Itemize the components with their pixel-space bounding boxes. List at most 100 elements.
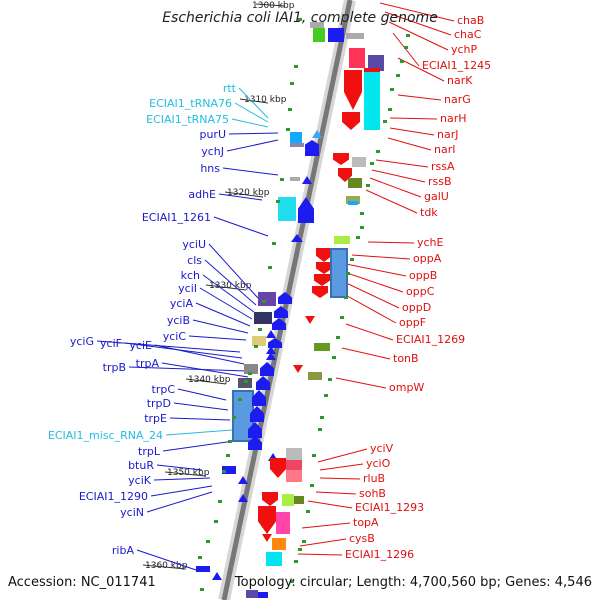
gene-label-ychp[interactable]: ychP xyxy=(451,43,478,56)
gene-label-eciai1_1290[interactable]: ECIAI1_1290 xyxy=(79,490,148,503)
forward-gene-arrow xyxy=(291,234,303,242)
gene-label-yciv[interactable]: yciV xyxy=(370,442,394,455)
gene-label-rlub[interactable]: rluB xyxy=(363,472,385,485)
leader-line xyxy=(339,291,397,324)
feature-block xyxy=(254,312,272,324)
gene-label-yciu[interactable]: yciU xyxy=(182,238,206,251)
gc-skew-mark xyxy=(276,200,280,203)
gene-label-ycib[interactable]: yciB xyxy=(167,314,190,327)
gc-skew-mark xyxy=(400,60,404,63)
tick-label: 1360 kbp xyxy=(145,561,188,571)
gene-label-riba[interactable]: ribA xyxy=(112,544,135,557)
forward-gene-arrow xyxy=(268,338,282,348)
tick-1350kbp: 1350 kbp xyxy=(164,468,210,478)
gene-label-trpe[interactable]: trpE xyxy=(144,412,167,425)
gene-label-chab[interactable]: chaB xyxy=(457,14,484,27)
gene-label-ycio[interactable]: yciO xyxy=(366,457,391,470)
gene-label-eciai1_1293[interactable]: ECIAI1_1293 xyxy=(355,501,424,514)
tick-1320kbp: 1320 kbp xyxy=(224,188,270,198)
feature-block xyxy=(346,196,360,204)
gene-label-eciai1_1296[interactable]: ECIAI1_1296 xyxy=(345,548,414,561)
gene-label-oppb[interactable]: oppB xyxy=(409,269,437,282)
gene-label-galu[interactable]: galU xyxy=(424,190,449,203)
feature-block xyxy=(246,590,258,598)
gc-skew-mark xyxy=(320,416,324,419)
gene-label-hns[interactable]: hns xyxy=(200,162,220,175)
gene-label-nari[interactable]: narI xyxy=(434,143,455,156)
leader-line xyxy=(204,259,257,306)
gene-label-ycia[interactable]: yciA xyxy=(170,297,194,310)
gene-label-ycik[interactable]: yciK xyxy=(128,474,152,487)
gene-label-ompw[interactable]: ompW xyxy=(389,381,424,394)
feature-block xyxy=(290,132,302,144)
gene-label-trpb[interactable]: trpB xyxy=(103,361,126,374)
leader-line xyxy=(397,94,442,101)
gene-label-puru[interactable]: purU xyxy=(199,128,226,141)
gene-label-oppc[interactable]: oppC xyxy=(406,285,435,298)
gene-label-ycii[interactable]: yciI xyxy=(178,282,197,295)
leader-line xyxy=(165,429,233,436)
gene-label-chac[interactable]: chaC xyxy=(454,28,482,41)
tick-1340kbp: 1340 kbp xyxy=(185,375,231,385)
leader-line xyxy=(335,377,387,389)
tick-label: 1330 kbp xyxy=(209,281,252,291)
gc-skew-mark xyxy=(286,128,290,131)
gene-label-eciai1_trna76[interactable]: ECIAI1_tRNA76 xyxy=(149,97,232,110)
tick-1330kbp: 1330 kbp xyxy=(205,281,252,291)
gene-label-oppd[interactable]: oppD xyxy=(402,301,431,314)
leader-line xyxy=(192,319,249,334)
gene-label-yche[interactable]: ychE xyxy=(417,236,444,249)
gene-label-adhe[interactable]: adhE xyxy=(188,188,216,201)
gc-skew-mark xyxy=(396,74,400,77)
gene-label-cysb[interactable]: cysB xyxy=(349,532,375,545)
leader-line xyxy=(124,342,243,359)
gene-label-nark[interactable]: narK xyxy=(447,74,473,87)
feature-block xyxy=(328,28,344,42)
feature-block xyxy=(294,496,304,504)
gene-label-trpa[interactable]: trpA xyxy=(136,357,160,370)
gene-label-eciai1_trna75[interactable]: ECIAI1_tRNA75 xyxy=(146,113,229,126)
gene-label-ychj[interactable]: ychJ xyxy=(201,145,224,158)
leader-line xyxy=(162,440,235,452)
gene-label-tdk[interactable]: tdk xyxy=(420,206,438,219)
gene-label-narj[interactable]: narJ xyxy=(437,128,458,141)
gene-label-topa[interactable]: topA xyxy=(353,516,379,529)
gene-label-trpl[interactable]: trpL xyxy=(138,445,161,458)
reverse-gene-arrow xyxy=(342,112,360,130)
gene-label-ycin[interactable]: yciN xyxy=(120,506,144,519)
gene-label-eciai1_misc_rna_24[interactable]: ECIAI1_misc_RNA_24 xyxy=(48,429,163,442)
gene-label-ycig[interactable]: yciG xyxy=(70,335,94,348)
gene-label-tonb[interactable]: tonB xyxy=(393,352,419,365)
forward-gene-arrow xyxy=(302,176,312,184)
gene-label-oppf[interactable]: oppF xyxy=(399,316,426,329)
gene-label-eciai1_1269[interactable]: ECIAI1_1269 xyxy=(396,333,465,346)
gc-skew-mark xyxy=(268,266,272,269)
feature-block xyxy=(346,33,364,39)
gene-label-narh[interactable]: narH xyxy=(440,112,467,125)
gene-label-btur[interactable]: btuR xyxy=(128,459,154,472)
gene-label-eciai1_1245[interactable]: ECIAI1_1245 xyxy=(422,59,491,72)
leader-line xyxy=(222,167,279,176)
forward-gene-arrow xyxy=(260,362,274,376)
gene-label-sohb[interactable]: sohB xyxy=(359,487,386,500)
reverse-gene-arrow xyxy=(314,274,330,286)
gene-label-trpd[interactable]: trpD xyxy=(147,397,171,410)
gene-label-trpc[interactable]: trpC xyxy=(152,383,176,396)
reverse-gene-arrow xyxy=(305,316,315,324)
gene-label-rtt[interactable]: rtt xyxy=(223,82,237,95)
topology-text: Topology: circular; Length: 4,700,560 bp… xyxy=(234,575,592,590)
gene-label-narg[interactable]: narG xyxy=(444,93,471,106)
leader-line xyxy=(173,402,229,411)
gene-label-cls[interactable]: cls xyxy=(187,254,202,267)
gene-label-rssa[interactable]: rssA xyxy=(431,160,455,173)
gene-label-ycie[interactable]: yciE xyxy=(129,339,152,352)
gene-label-ycif[interactable]: yciF xyxy=(100,337,122,350)
gene-label-ycic[interactable]: yciC xyxy=(163,330,187,343)
gene-label-eciai1_1261[interactable]: ECIAI1_1261 xyxy=(142,211,211,224)
forward-gene-arrow xyxy=(278,292,292,304)
gene-label-oppa[interactable]: oppA xyxy=(413,252,442,265)
gene-label-rssb[interactable]: rssB xyxy=(428,175,452,188)
gene-label-kch[interactable]: kch xyxy=(181,269,200,282)
